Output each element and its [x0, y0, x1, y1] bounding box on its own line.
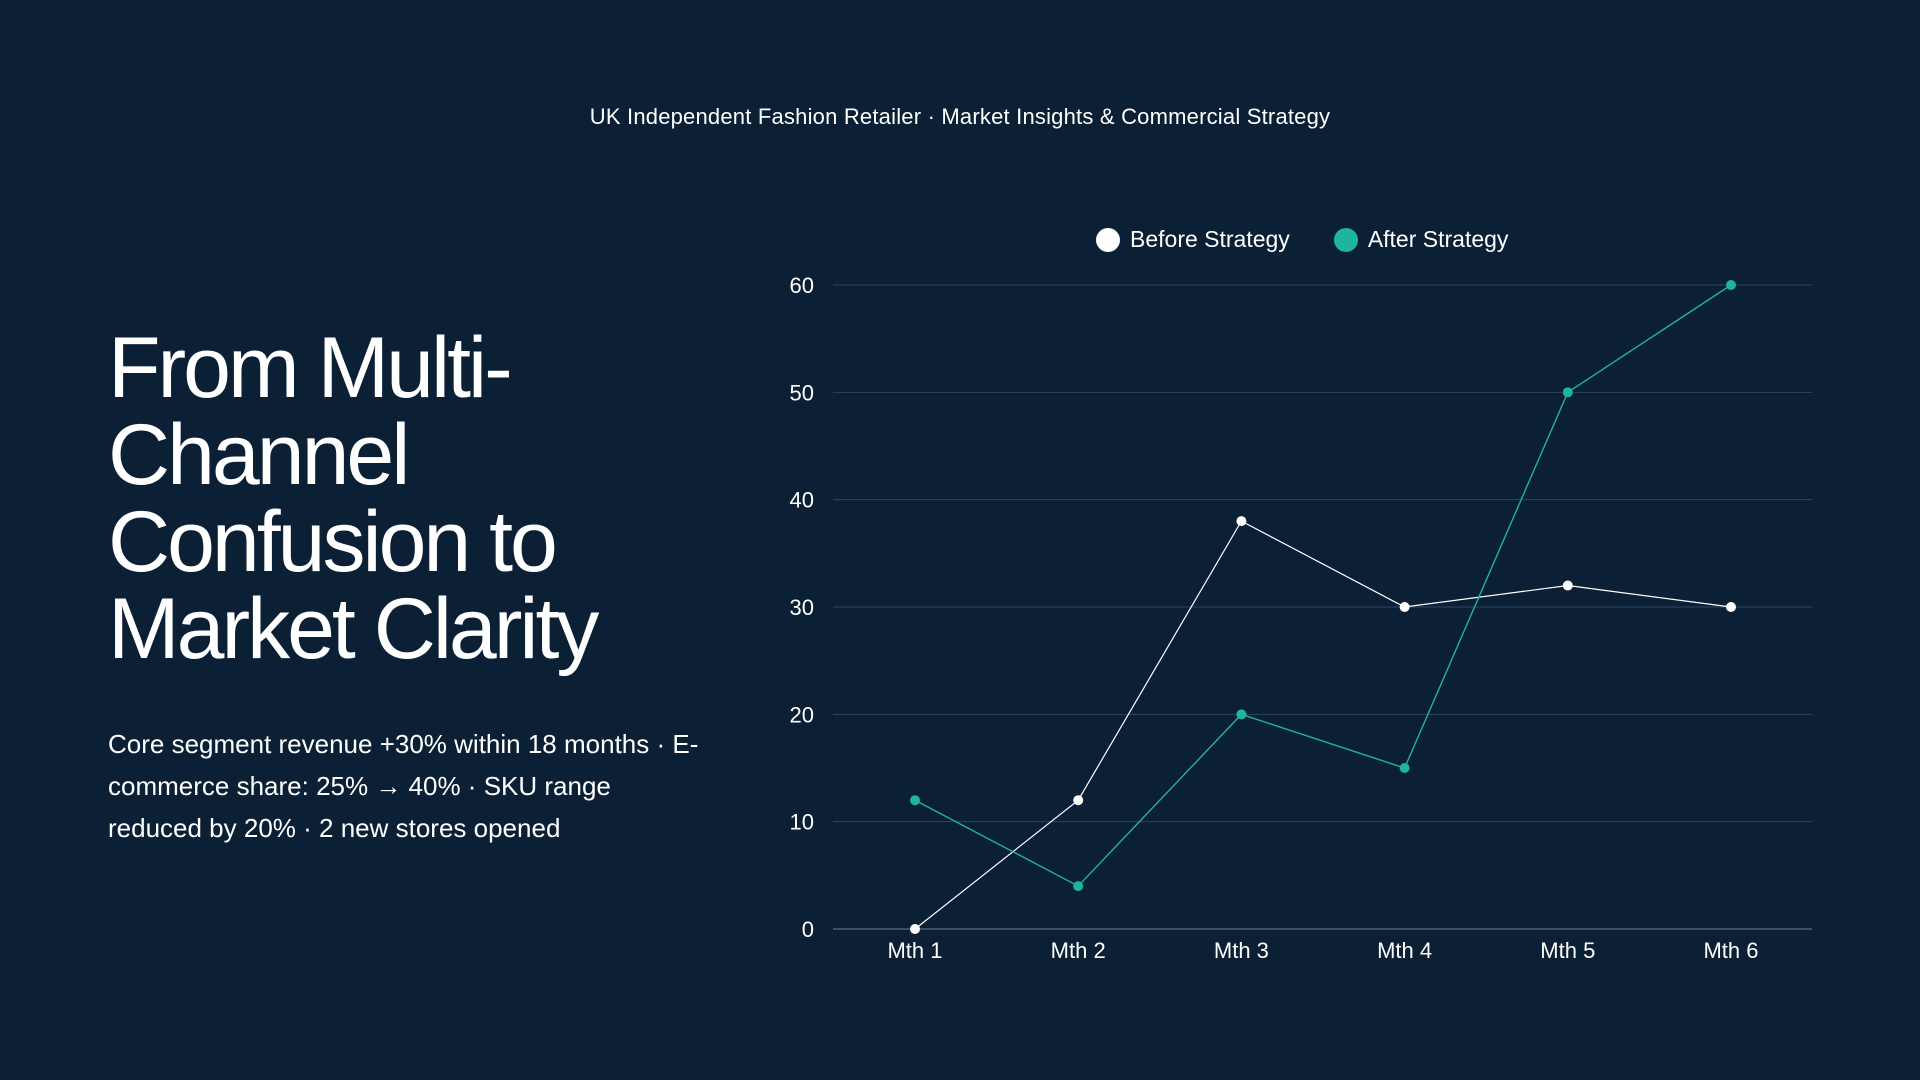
x-tick-label: Mth 5: [1540, 938, 1595, 963]
data-point-before: [1399, 602, 1410, 612]
hero-panel: From Multi-Channel Confusion to Market C…: [108, 325, 708, 849]
data-point-after: [1726, 280, 1736, 290]
legend-swatch: [1333, 227, 1358, 252]
data-point-after: [1562, 387, 1573, 398]
page-header: UK Independent Fashion Retailer · Market…: [589, 104, 1331, 129]
legend-label: After Strategy: [1367, 226, 1509, 252]
chart-legend: Before Strategy After Strategy: [1096, 226, 1552, 253]
data-point-before: [1073, 795, 1084, 806]
y-tick-label: 50: [790, 380, 814, 405]
data-point-before: [1236, 516, 1247, 527]
data-point-after: [1073, 881, 1084, 892]
legend-item-after: After Strategy: [1333, 226, 1509, 253]
legend-item-before: Before Strategy: [1096, 226, 1290, 253]
legend-swatch: [1096, 227, 1120, 252]
x-tick-label: Mth 3: [1214, 938, 1269, 963]
series-line-before: [914, 520, 1732, 930]
y-tick-label: 40: [790, 488, 814, 513]
data-point-before: [1726, 602, 1736, 612]
x-tick-label: Mth 6: [1703, 938, 1758, 963]
data-point-after: [1399, 763, 1410, 773]
data-point-before: [910, 924, 920, 934]
series-line-after: [914, 284, 1732, 887]
x-tick-label: Mth 1: [887, 938, 942, 963]
y-tick-label: 30: [790, 595, 814, 620]
data-point-after: [910, 795, 920, 806]
x-tick-label: Mth 4: [1377, 938, 1432, 963]
y-tick-label: 0: [802, 917, 814, 942]
y-tick-label: 20: [790, 702, 814, 727]
data-point-before: [1562, 580, 1573, 591]
y-tick-label: 10: [790, 810, 814, 835]
hero-summary: Core segment revenue +30% within 18 mont…: [108, 729, 699, 843]
hero-title: From Multi-Channel Confusion to Market C…: [108, 320, 599, 677]
y-tick-label: 60: [790, 273, 814, 298]
x-tick-label: Mth 2: [1051, 938, 1106, 963]
legend-label: Before Strategy: [1130, 226, 1290, 252]
data-point-after: [1236, 709, 1247, 720]
